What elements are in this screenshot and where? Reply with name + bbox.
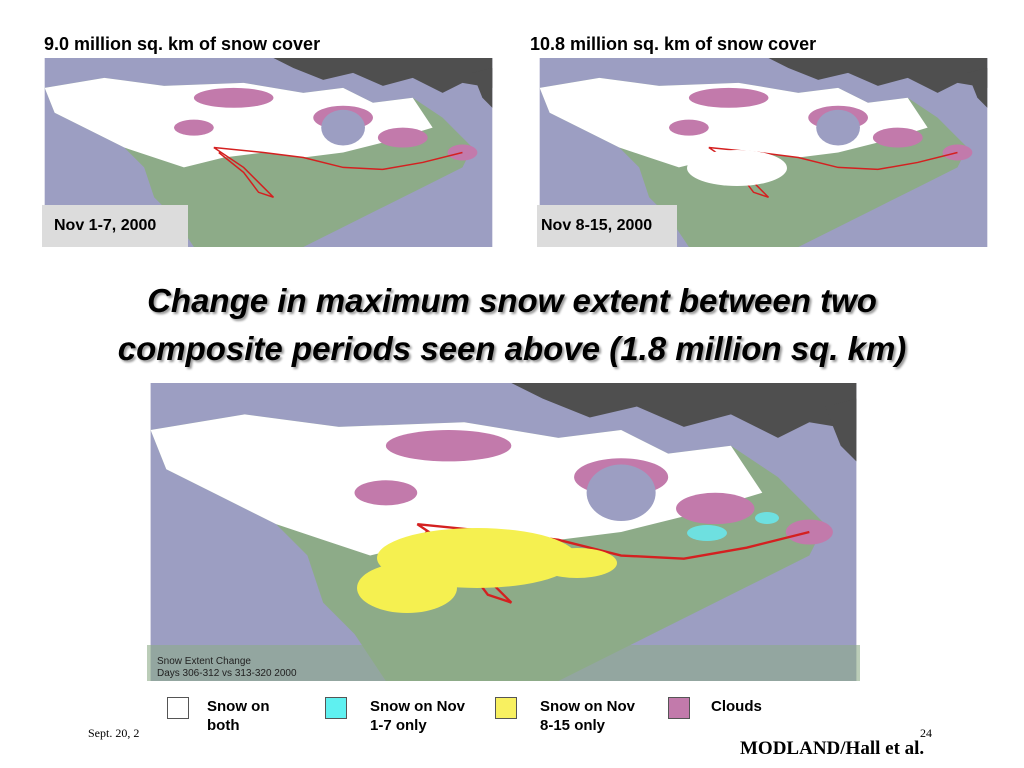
legend-line: Clouds bbox=[711, 698, 762, 715]
footer-date: Sept. 20, 2 bbox=[88, 726, 140, 740]
legend-line: both bbox=[207, 717, 240, 734]
date-label: Nov 1-7, 2000 bbox=[42, 205, 188, 247]
page-number: 24 bbox=[920, 726, 932, 740]
legend-label: Snow on Nov 8-15 only bbox=[540, 697, 635, 735]
legend-line: 8-15 only bbox=[540, 717, 606, 734]
date-label: Nov 8-15, 2000 bbox=[537, 205, 677, 247]
legend-swatch bbox=[325, 697, 347, 719]
caption-line: Days 306-312 vs 313-320 2000 bbox=[157, 668, 297, 679]
legend-label: Snow on both bbox=[207, 697, 270, 735]
caption-line: Snow Extent Change bbox=[157, 656, 251, 667]
legend-line: 1-7 only bbox=[370, 717, 427, 734]
legend-line: Snow on Nov bbox=[370, 698, 465, 715]
map-caption: Snow Extent Change Days 306-312 vs 313-3… bbox=[157, 656, 297, 680]
credit: MODLAND/Hall et al. bbox=[740, 738, 925, 759]
map-heading: 9.0 million sq. km of snow cover bbox=[44, 34, 321, 54]
legend-line: Snow on Nov bbox=[540, 698, 635, 715]
legend-label: Clouds bbox=[711, 697, 762, 716]
change-map bbox=[147, 383, 860, 681]
slide-title: Change in maximum snow extent between tw… bbox=[147, 282, 877, 319]
legend-swatch bbox=[495, 697, 517, 719]
snow-map bbox=[538, 58, 989, 247]
slide-title: composite periods seen above (1.8 millio… bbox=[117, 330, 907, 367]
legend-label: Snow on Nov 1-7 only bbox=[370, 697, 465, 735]
map-heading: 10.8 million sq. km of snow cover bbox=[530, 34, 817, 54]
legend-swatch bbox=[668, 697, 690, 719]
legend-line: Snow on bbox=[207, 698, 270, 715]
legend-swatch bbox=[167, 697, 189, 719]
